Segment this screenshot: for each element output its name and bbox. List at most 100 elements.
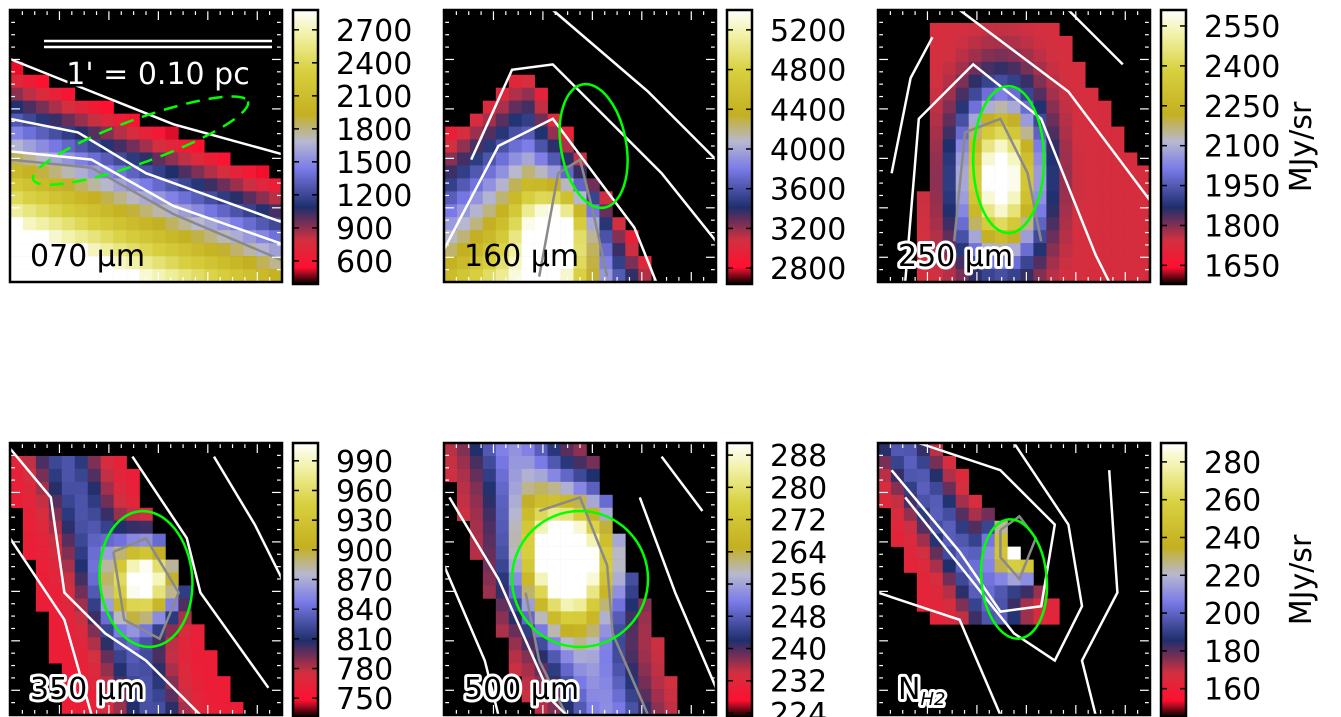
- map-pixel: [916, 546, 931, 560]
- map-pixel: [495, 256, 510, 270]
- map-pixel: [955, 507, 969, 522]
- colorbar-step: [293, 46, 318, 50]
- colorbar-step: [727, 274, 752, 278]
- colorbar-tick-label: 2800: [770, 252, 846, 287]
- colorbar-step: [727, 575, 752, 579]
- colorbar-step: [293, 650, 318, 654]
- colorbar-step: [1161, 119, 1186, 123]
- colorbar-step: [1161, 201, 1186, 205]
- map-pixel: [929, 494, 944, 509]
- colorbar-tick-label: 248: [770, 600, 827, 635]
- colorbar-step: [293, 495, 318, 499]
- map-pixel: [204, 230, 218, 244]
- colorbar-step: [1161, 144, 1186, 148]
- map-pixel: [469, 217, 484, 231]
- map-pixel: [139, 663, 153, 677]
- map-pixel: [1059, 256, 1073, 270]
- colorbar-step: [727, 199, 752, 203]
- colorbar-step: [1161, 497, 1186, 501]
- map-pixel: [100, 100, 114, 114]
- colorbar-step: [293, 233, 318, 237]
- map-pixel: [1072, 256, 1086, 270]
- colorbar-step: [727, 124, 752, 128]
- map-pixel: [521, 585, 535, 599]
- map-pixel: [651, 663, 665, 677]
- map-pixel: [1046, 191, 1060, 205]
- map-pixel: [1020, 22, 1034, 37]
- map-pixel: [1072, 230, 1086, 244]
- colorbar-step: [293, 550, 318, 554]
- grey-contour: [112, 536, 180, 641]
- map-pixel: [955, 269, 969, 283]
- colorbar-tick-label: 1500: [336, 146, 412, 181]
- colorbar-step: [1161, 703, 1186, 707]
- colorbar-step: [1161, 598, 1186, 602]
- colorbar-step: [293, 593, 318, 597]
- colorbar-step: [293, 678, 318, 682]
- map-pixel: [521, 507, 535, 522]
- map-pixel: [178, 689, 192, 703]
- map-pixel: [48, 243, 63, 257]
- map-pixel: [35, 507, 50, 522]
- colorbar-step: [727, 44, 752, 48]
- colorbar-step: [293, 144, 318, 148]
- colorbar-step: [727, 461, 752, 465]
- map-pixel: [1059, 48, 1073, 63]
- panel-label: 500 μm: [464, 672, 579, 707]
- map-pixel: [547, 650, 561, 664]
- colorbar-step: [293, 265, 318, 269]
- map-pixel: [573, 269, 587, 283]
- colorbar-tick-label: 240: [770, 633, 827, 668]
- map-pixel: [126, 217, 140, 231]
- map-pixel: [48, 204, 63, 218]
- colorbar-step: [293, 705, 318, 709]
- white-contour: [890, 36, 934, 174]
- map-pixel: [1059, 100, 1073, 114]
- colorbar-step: [727, 85, 752, 89]
- colorbar-step: [1161, 671, 1186, 675]
- map-pixel: [929, 152, 944, 166]
- white-contour: [958, 8, 1152, 202]
- map-pixel: [929, 243, 944, 257]
- colorbar-step: [1161, 707, 1186, 711]
- map-pixel: [191, 637, 205, 651]
- map-pixel: [469, 468, 484, 483]
- colorbar-step: [1161, 172, 1186, 175]
- map-pixel: [586, 611, 600, 625]
- white-contour: [131, 455, 270, 689]
- map-pixel: [444, 269, 458, 283]
- colorbar-step: [727, 222, 752, 226]
- map-pixel: [61, 663, 76, 677]
- map-pixel: [10, 243, 24, 257]
- colorbar-step: [727, 616, 752, 620]
- colorbar-step: [293, 96, 318, 100]
- map-pixel: [1072, 191, 1086, 205]
- colorbar-step: [293, 691, 318, 695]
- colorbar-step: [1161, 37, 1186, 41]
- map-pixel: [495, 468, 510, 483]
- map-pixel: [495, 611, 510, 625]
- map-pixel: [534, 269, 548, 283]
- colorbar-step: [293, 55, 318, 59]
- map-pixel: [10, 126, 24, 140]
- map-pixel: [100, 585, 114, 599]
- colorbar-step: [1161, 637, 1186, 640]
- map-pixel: [942, 74, 957, 89]
- map-pixel: [1046, 256, 1060, 270]
- map-pixel: [573, 559, 587, 573]
- map-pixel: [1072, 269, 1086, 283]
- map-pixel: [61, 494, 76, 509]
- colorbar-step: [1161, 511, 1186, 515]
- map-pixel: [1046, 243, 1060, 257]
- colorbar-step: [727, 39, 752, 43]
- colorbar-step: [727, 607, 752, 611]
- colorbar-step: [293, 653, 318, 656]
- colorbar-tick-label: 272: [770, 504, 827, 539]
- map-pixel: [929, 559, 944, 573]
- map-pixel: [61, 676, 76, 690]
- colorbar-step: [1161, 199, 1186, 203]
- map-pixel: [230, 269, 244, 283]
- map-pixel: [994, 572, 1008, 586]
- map-pixel: [152, 165, 166, 179]
- colorbar-step: [293, 64, 318, 68]
